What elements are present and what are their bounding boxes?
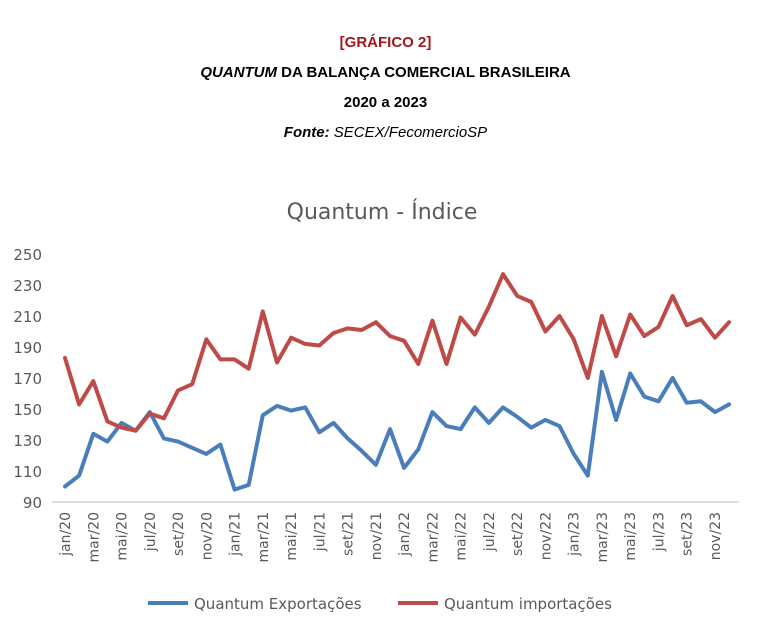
- heading-italic: QUANTUM: [200, 64, 278, 81]
- x-tick-label: nov/23: [708, 512, 724, 560]
- imports-series-line: [63, 272, 732, 433]
- y-tick-label: 150: [13, 401, 42, 419]
- x-tick-label: set/21: [341, 512, 357, 556]
- chart-period: 2020 a 2023: [343, 94, 428, 111]
- x-tick-label: nov/22: [538, 512, 554, 560]
- source-value: SECEX/FecomercioSP: [329, 124, 488, 141]
- x-tick-label: mai/20: [115, 512, 131, 561]
- y-tick-label: 90: [23, 494, 42, 512]
- y-tick-label: 110: [13, 463, 42, 481]
- x-tick-label: jan/22: [397, 512, 413, 557]
- y-tick-label: 250: [13, 246, 42, 264]
- chart-heading: QUANTUM DA BALANÇA COMERCIAL BRASILEIRA: [0, 64, 771, 81]
- exports-series-line: [63, 369, 732, 492]
- x-tick-label: jan/20: [58, 512, 74, 557]
- x-tick-label: jul/20: [143, 512, 159, 552]
- heading-rest: DA BALANÇA COMERCIAL BRASILEIRA: [277, 64, 571, 81]
- chart-source: Fonte: SECEX/FecomercioSP: [0, 124, 771, 141]
- x-tick-label: jan/21: [228, 512, 244, 557]
- legend-label: Quantum Exportações: [194, 595, 362, 613]
- y-tick-label: 130: [13, 432, 42, 450]
- x-tick-label: set/20: [171, 512, 187, 556]
- x-tick-label: mar/23: [595, 512, 611, 563]
- x-tick-label: mai/22: [454, 512, 470, 561]
- chart-label: [GRÁFICO 2]: [339, 34, 432, 51]
- chart-title: Quantum - Índice: [287, 199, 478, 225]
- x-tick-label: jul/21: [312, 512, 328, 552]
- x-tick-label: jan/23: [567, 512, 583, 557]
- y-tick-label: 230: [13, 277, 42, 295]
- x-tick-label: set/23: [680, 512, 696, 556]
- x-tick-label: mar/20: [86, 512, 102, 563]
- x-tick-label: mar/22: [425, 512, 441, 563]
- x-tick-label: set/22: [510, 512, 526, 556]
- source-label: Fonte:: [283, 124, 330, 141]
- x-tick-label: mar/21: [256, 512, 272, 563]
- x-tick-label: nov/21: [369, 512, 385, 560]
- x-tick-label: mai/21: [284, 512, 300, 561]
- y-tick-label: 170: [13, 370, 42, 388]
- x-tick-label: mai/23: [623, 512, 639, 561]
- x-tick-label: jul/22: [482, 512, 498, 552]
- y-tick-label: 190: [13, 339, 42, 357]
- x-tick-label: nov/20: [199, 512, 215, 560]
- y-tick-label: 210: [13, 308, 42, 326]
- x-tick-label: jul/23: [651, 512, 667, 552]
- legend-label: Quantum importações: [444, 595, 612, 613]
